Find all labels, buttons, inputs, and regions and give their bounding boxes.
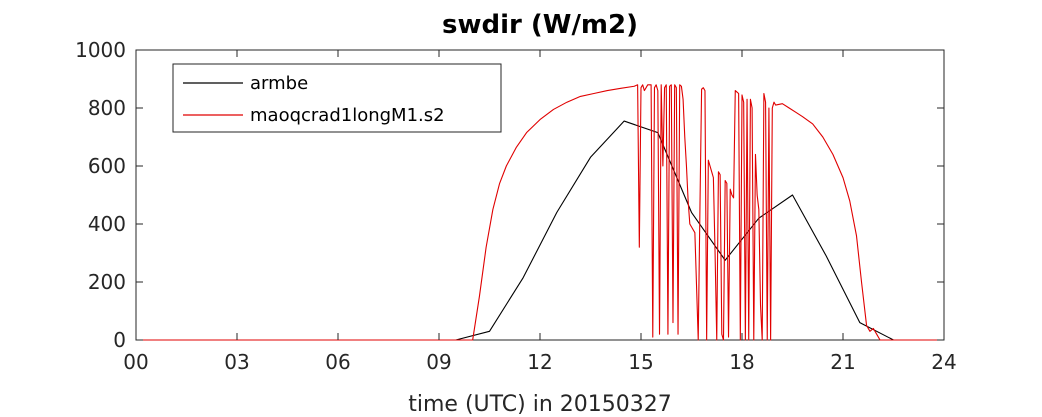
x-axis-ticks: 00 03 06 09 12 15 18 21 24 xyxy=(123,50,957,374)
y-tick-label: 800 xyxy=(88,96,126,120)
x-tick-label: 03 xyxy=(224,350,249,374)
x-tick-label: 15 xyxy=(628,350,653,374)
legend-label-armbe: armbe xyxy=(250,73,308,94)
legend: armbe maoqcrad1longM1.s2 xyxy=(172,63,502,133)
x-tick-label: 00 xyxy=(123,350,148,374)
y-tick-label: 0 xyxy=(113,328,126,352)
legend-label-maoqcrad: maoqcrad1longM1.s2 xyxy=(250,105,445,126)
x-tick-label: 06 xyxy=(325,350,350,374)
y-tick-label: 200 xyxy=(88,270,126,294)
x-tick-label: 12 xyxy=(527,350,552,374)
y-tick-label: 1000 xyxy=(75,38,126,62)
y-axis-ticks: 0 200 400 600 800 1000 xyxy=(75,38,944,352)
x-tick-label: 09 xyxy=(426,350,451,374)
chart-title: swdir (W/m2) xyxy=(442,10,638,40)
legend-box xyxy=(172,63,502,133)
x-axis-label: time (UTC) in 20150327 xyxy=(408,392,672,417)
x-tick-label: 18 xyxy=(729,350,754,374)
y-tick-label: 400 xyxy=(88,212,126,236)
series-line-maoqcrad1longM1 xyxy=(136,84,944,341)
x-tick-label: 24 xyxy=(931,350,956,374)
y-tick-label: 600 xyxy=(88,154,126,178)
x-tick-label: 21 xyxy=(830,350,855,374)
series-layer xyxy=(136,84,944,341)
